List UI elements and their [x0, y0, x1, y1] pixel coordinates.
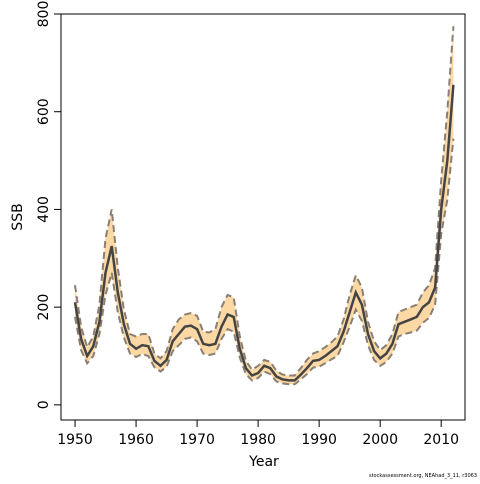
x-tick-label: 2000	[362, 432, 398, 448]
y-tick-label: 200	[36, 294, 52, 321]
plot-frame	[60, 13, 466, 421]
x-tick-label: 1970	[179, 432, 215, 448]
lower-bound	[74, 138, 455, 386]
ssb-line	[73, 84, 455, 382]
confidence-band	[75, 26, 454, 385]
x-tick-label: 1980	[240, 432, 276, 448]
x-tick-label: 2010	[423, 432, 459, 448]
x-axis-label: Year	[248, 454, 279, 470]
y-tick-label: 0	[36, 400, 52, 409]
x-tick-label: 1990	[301, 432, 337, 448]
footnote: stockassessment.org, NEAhad_3_11, r3063	[369, 473, 477, 479]
y-axis-label: SSB	[10, 203, 26, 230]
y-tick-label: 800	[36, 1, 52, 28]
x-tick-label: 1960	[118, 432, 154, 448]
y-tick-label: 400	[36, 196, 52, 223]
x-tick-label: 1950	[57, 432, 93, 448]
upper-bound	[74, 26, 455, 377]
y-tick-label: 600	[36, 98, 52, 125]
